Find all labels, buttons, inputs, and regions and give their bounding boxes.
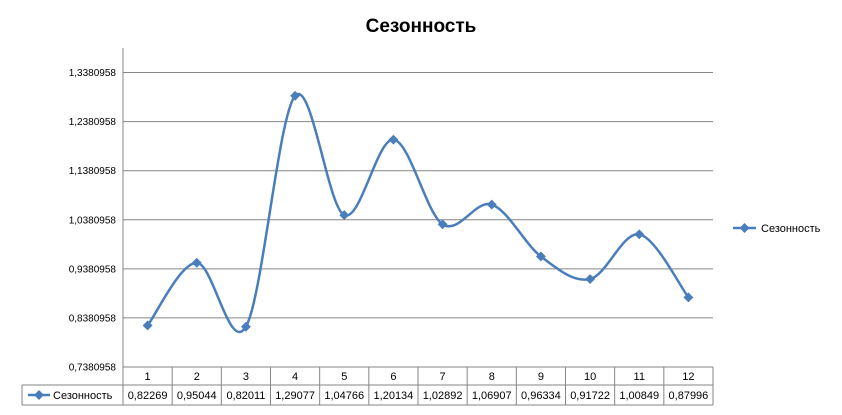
- table-cell-value: 0,82011: [226, 390, 265, 402]
- table-cell-value: 1,02892: [423, 390, 463, 402]
- x-tick-label: 3: [243, 371, 249, 383]
- data-point: [191, 257, 202, 268]
- x-tick-label: 4: [292, 371, 298, 383]
- legend-key-marker: [739, 223, 750, 233]
- table-cell-value: 1,06907: [472, 390, 512, 402]
- table-cell-value: 0,95044: [177, 390, 217, 402]
- x-tick-label: 9: [538, 371, 544, 383]
- data-point: [388, 134, 399, 145]
- data-point: [585, 274, 596, 285]
- y-tick-label: 0,7380958: [69, 363, 117, 374]
- x-tick-label: 1: [145, 371, 151, 383]
- table-cell-value: 0,91722: [570, 390, 610, 402]
- y-tick-label: 1,0380958: [69, 215, 117, 226]
- data-point: [486, 199, 497, 210]
- x-tick-label: 11: [634, 371, 645, 383]
- data-point: [437, 219, 448, 230]
- x-tick-label: 5: [341, 371, 347, 383]
- x-tick-label: 2: [194, 371, 200, 383]
- x-tick-label: 10: [584, 371, 596, 383]
- data-point: [240, 321, 251, 332]
- data-point: [142, 320, 153, 331]
- y-tick-label: 1,1380958: [69, 166, 117, 177]
- y-tick-label: 0,9380958: [69, 264, 117, 275]
- y-tick-label: 1,3380958: [69, 68, 117, 79]
- table-series-label: Сезонность: [53, 390, 113, 402]
- x-tick-label: 8: [489, 371, 495, 383]
- table-cell-value: 0,96334: [521, 390, 561, 402]
- x-tick-label: 7: [440, 371, 446, 383]
- table-cell-value: 1,04766: [324, 390, 364, 402]
- series-line: [146, 92, 690, 333]
- table-cell-value: 1,00849: [619, 390, 659, 402]
- y-tick-label: 1,2380958: [69, 117, 117, 128]
- data-point: [634, 229, 645, 240]
- table-cell-value: 0,82269: [128, 390, 168, 402]
- table-cell-value: 1,29077: [275, 390, 315, 402]
- legend-label: Сезонность: [761, 223, 821, 235]
- x-tick-label: 6: [390, 371, 396, 383]
- x-tick-label: 12: [682, 371, 694, 383]
- table-legend-key-marker: [34, 390, 44, 400]
- table-cell-value: 1,20134: [374, 390, 414, 402]
- data-point: [683, 292, 694, 303]
- y-tick-label: 0,8380958: [69, 313, 117, 324]
- chart-title: Сезонность: [365, 16, 477, 37]
- data-point: [339, 210, 350, 221]
- table-cell-value: 0,87996: [669, 390, 709, 402]
